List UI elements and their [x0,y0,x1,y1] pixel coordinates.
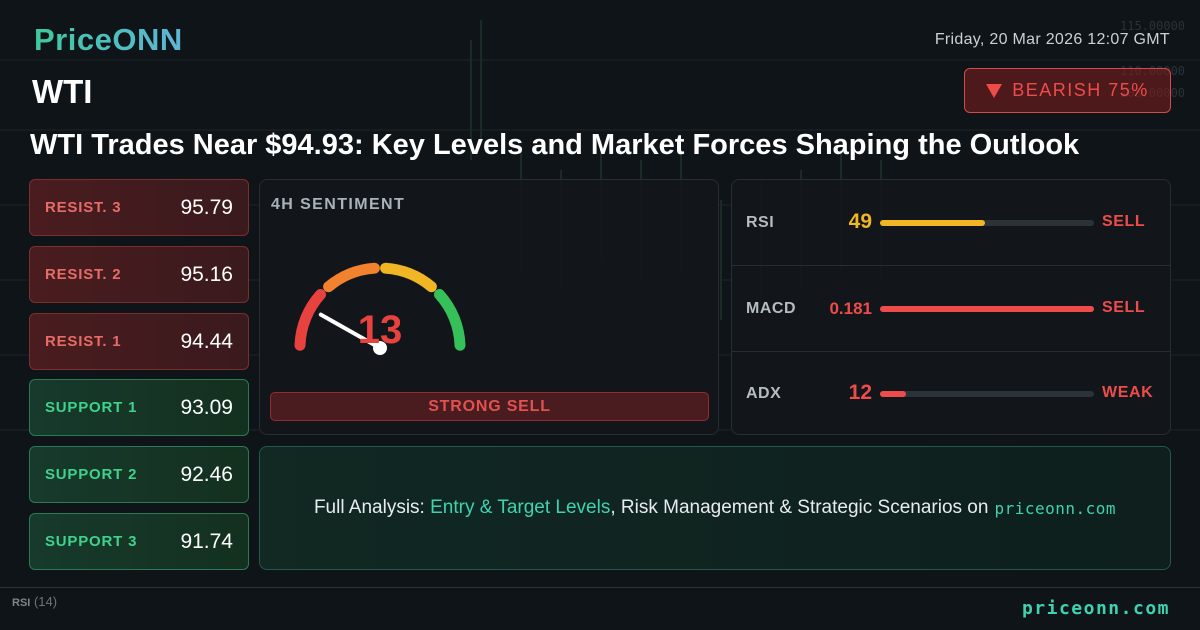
bias-badge: BEARISH 75% [964,68,1171,113]
level-resist-3: RESIST. 3 95.79 [29,179,249,236]
level-resist-1: RESIST. 1 94.44 [29,313,249,370]
indicator-adx: ADX 12 WEAK [732,351,1170,437]
cta-highlight: Entry & Target Levels [430,497,611,518]
priceonn-logo[interactable]: PriceONN [34,22,183,57]
gauge-score: 13 [358,308,403,352]
indicator-value: 49 [848,210,872,233]
indicators-panel: RSI 49 SELL MACD 0.181 SELL ADX 12 WEAK [731,179,1171,435]
cta-prefix: Full Analysis: [313,497,431,518]
level-support-2: SUPPORT 2 92.46 [29,446,249,503]
full-analysis-cta[interactable]: Full Analysis: Entry & Target Levels , R… [259,446,1171,570]
level-label: RESIST. 2 [45,266,122,283]
indicator-name: MACD [746,300,796,317]
rsi-period: (14) [33,594,58,609]
level-support-1: SUPPORT 1 93.09 [29,379,249,436]
footer-divider [0,587,1200,588]
footer-site-link[interactable]: priceonn.com [1021,598,1170,619]
price-tick: 115.00000 [1120,19,1185,33]
level-value: 95.16 [180,262,233,286]
indicator-value: 12 [848,381,872,404]
level-value: 94.44 [180,329,233,353]
sentiment-gauge: 13 [294,262,466,355]
level-support-3: SUPPORT 3 91.74 [29,513,249,570]
level-label: SUPPORT 2 [45,466,138,483]
indicator-signal: WEAK [1102,384,1154,401]
indicator-bar-fill [880,220,985,226]
indicator-signal: SELL [1102,213,1146,230]
background-candle [720,200,722,320]
gauge-hub [373,341,387,355]
indicator-bar [880,391,1094,397]
sentiment-title: 4H SENTIMENT [271,196,406,213]
divider [732,265,1170,266]
indicator-bar-fill [880,391,906,397]
indicator-bar-fill [880,306,1094,312]
headline: WTI Trades Near $94.93: Key Levels and M… [30,129,1080,161]
cta-middle: , Risk Management & Strategic Scenarios … [610,497,989,518]
level-value: 93.09 [180,395,233,419]
background-candle [480,20,482,140]
rsi-name: RSI [12,597,31,609]
level-value: 95.79 [180,195,233,219]
sentiment-verdict: STRONG SELL [270,392,709,421]
level-resist-2: RESIST. 2 95.16 [29,246,249,303]
gauge-arc-red [294,289,326,351]
cta-site-link[interactable]: priceonn.com [994,498,1117,518]
sentiment-panel: 4H SENTIMENT 13 STRONG SELL [259,179,719,435]
indicator-signal: SELL [1102,299,1146,316]
indicator-name: RSI [746,214,775,231]
indicator-name: ADX [746,385,782,402]
publish-datetime: Friday, 20 Mar 2026 12:07 GMT [934,31,1170,48]
level-value: 91.74 [180,529,233,553]
level-label: RESIST. 1 [45,333,122,350]
indicator-value: 0.181 [829,299,872,318]
gauge-arc-yellow [380,262,437,293]
gauge-arc-green [434,289,466,351]
gauge-arc-orange [323,262,380,293]
instrument-symbol: WTI [32,73,93,110]
bias-label: BEARISH 75% [1012,80,1149,100]
divider [732,351,1170,352]
level-label: SUPPORT 1 [45,399,138,416]
level-label: RESIST. 3 [45,199,122,216]
down-triangle-icon [986,83,1003,98]
level-label: SUPPORT 3 [45,533,138,550]
background-candle [470,40,472,160]
indicator-bar [880,306,1094,312]
indicator-bar [880,220,1094,226]
level-value: 92.46 [180,462,233,486]
gauge-needle [318,312,382,350]
indicator-macd: MACD 0.181 SELL [732,266,1170,352]
indicator-rsi: RSI 49 SELL [732,180,1170,266]
background-rsi-label: RSI (14) [12,594,57,609]
